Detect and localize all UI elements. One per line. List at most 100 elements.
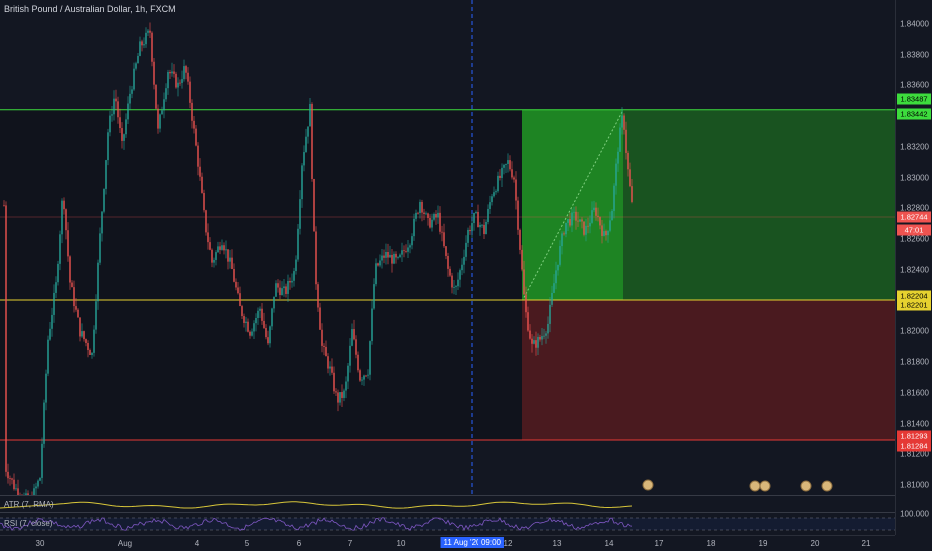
time-axis[interactable]: 30 Aug 4 5 6 7 10 11 Aug '20 09:00 12 13 14 17 18 19 20… [0, 535, 895, 551]
candle-body [623, 115, 625, 130]
candle-body [127, 103, 129, 120]
price-tick: 1.81400 [900, 419, 929, 429]
time-label: 19 [758, 539, 768, 548]
candle-body [185, 66, 187, 73]
candle-body [543, 335, 545, 337]
candle-body [629, 169, 631, 187]
candle-body [435, 213, 437, 218]
candle-body [223, 245, 225, 251]
candle-body [99, 233, 101, 263]
candle-body [229, 257, 231, 262]
time-label: 5 [244, 539, 250, 548]
candle-body [73, 287, 75, 307]
price-chart-svg[interactable] [0, 0, 895, 495]
candle-body [541, 336, 543, 340]
atr-series [0, 501, 633, 509]
price-axis[interactable]: 1.840001.838001.836001.834001.832001.830… [895, 0, 932, 535]
candle-body [463, 256, 465, 265]
economic-event-icon [759, 480, 771, 492]
price-tick: 1.83000 [900, 173, 929, 183]
candle-body [3, 205, 5, 207]
candle-body [479, 224, 481, 228]
candle-body [255, 317, 257, 324]
candle-body [47, 339, 49, 374]
candle-body [139, 41, 141, 56]
price-tick: 1.83800 [900, 50, 929, 60]
crosshair-time-label: 11 Aug '20 [440, 537, 484, 548]
candle-body [323, 345, 325, 347]
candle-body [197, 145, 199, 167]
candle-body [199, 166, 201, 177]
candle-body [231, 257, 233, 270]
candle-body [195, 128, 197, 146]
candle-body [425, 213, 427, 215]
candle-body [569, 219, 571, 226]
candle-body [327, 356, 329, 369]
candle-body [369, 341, 371, 375]
candle-body [613, 185, 615, 211]
candle-body [171, 71, 173, 74]
candle-body [11, 478, 13, 480]
candle-body [225, 249, 227, 251]
candle-body [257, 310, 259, 318]
candle-body [95, 301, 97, 330]
candle-body [331, 366, 333, 373]
chart-area[interactable]: British Pound / Australian Dollar, 1h, F… [0, 0, 895, 495]
candle-body [337, 392, 339, 403]
candle-body [399, 254, 401, 258]
candle-body [299, 199, 301, 229]
candle-body [577, 220, 579, 222]
candle-body [305, 136, 307, 153]
candle-body [367, 374, 369, 376]
candle-body [573, 211, 575, 213]
candle-body [15, 488, 17, 490]
candle-body [617, 151, 619, 164]
candle-body [207, 232, 209, 243]
economic-event-icon [642, 479, 654, 491]
candle-body [449, 268, 451, 276]
candle-body [347, 365, 349, 382]
candle-body [301, 165, 303, 200]
candle-body [603, 231, 605, 236]
candle-body [291, 280, 293, 283]
atr-pane[interactable]: ATR (7, RMA) [0, 495, 895, 513]
time-label: 13 [552, 539, 562, 548]
rsi-pane[interactable]: RSI (7, close) [0, 512, 895, 535]
candle-body [525, 294, 527, 313]
candle-body [79, 317, 81, 337]
candle-body [81, 331, 83, 337]
candle-body [173, 71, 175, 74]
candle-body [335, 391, 337, 393]
candle-body [17, 488, 19, 495]
candle-body [149, 30, 151, 33]
candle-body [309, 103, 311, 127]
candle-body [155, 84, 157, 109]
price-tick: 1.84000 [900, 19, 929, 29]
candle-body [537, 336, 539, 348]
candle-body [107, 132, 109, 161]
candle-body [287, 281, 289, 294]
candle-body [41, 443, 43, 478]
loss-zone [522, 299, 895, 440]
time-label: 4 [194, 539, 200, 548]
economic-event-icon [800, 480, 812, 492]
candle-body [391, 254, 393, 264]
candle-body [607, 230, 609, 236]
candle-body [103, 188, 105, 212]
candle-body [595, 207, 597, 216]
candle-body [217, 246, 219, 253]
candle-body [373, 284, 375, 309]
candle-body [455, 286, 457, 288]
candle-body [233, 269, 235, 282]
candle-body [579, 219, 581, 222]
candle-body [85, 339, 87, 344]
candle-body [39, 477, 41, 481]
candle-body [407, 247, 409, 252]
candle-body [549, 304, 551, 324]
candle-body [461, 264, 463, 271]
candle-body [557, 264, 559, 271]
candle-body [115, 98, 117, 102]
candle-body [213, 259, 215, 263]
candle-body [485, 221, 487, 235]
candle-body [241, 306, 243, 317]
